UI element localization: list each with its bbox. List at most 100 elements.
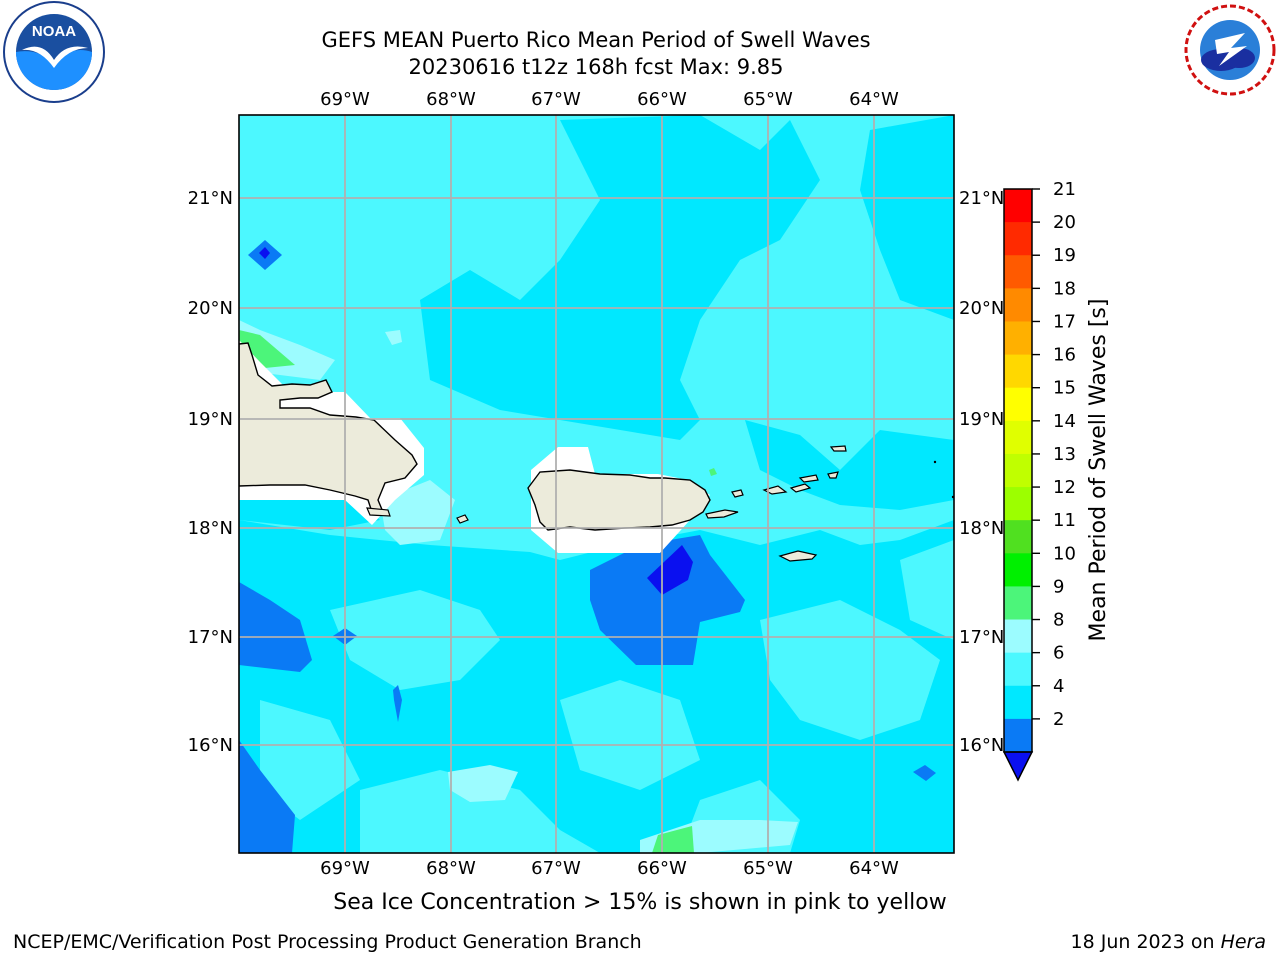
field-9-10-patch3 [709, 468, 717, 476]
colorbar-band [1004, 520, 1032, 554]
colorbar: 21 20 19 18 17 16 15 14 13 12 11 10 9 8 6 4 2 Mean Perio… [1002, 179, 1111, 782]
lon-label-bottom: 69°W [320, 858, 370, 879]
lat-label-right: 19°N [959, 409, 1004, 430]
colorbar-band [1004, 685, 1032, 720]
colorbar-tick-label: 6 [1053, 643, 1064, 664]
colorbar-tick-label: 20 [1053, 212, 1076, 233]
field-6-8-patch2 [560, 680, 700, 790]
footer-host: Hera [1220, 931, 1266, 953]
field-6-8-patch6 [360, 770, 600, 853]
lon-label-bottom: 68°W [426, 858, 476, 879]
colorbar-band [1004, 453, 1032, 488]
colorbar-tick-label: 19 [1053, 245, 1076, 266]
graticule [239, 115, 954, 853]
lon-label-top: 66°W [637, 89, 687, 110]
land-vieques [705, 509, 739, 519]
colorbar-band [1004, 222, 1032, 256]
field-6-8-patch4 [900, 540, 954, 640]
map-field [239, 115, 954, 853]
field-below-2-nw [259, 247, 270, 259]
lon-label-top: 67°W [531, 89, 581, 110]
colorbar-tick-label: 11 [1053, 510, 1076, 531]
lat-label-right: 17°N [959, 627, 1004, 648]
chart-subtitle: 20230616 t12z 168h fcst Max: 9.85 [408, 55, 784, 79]
land-st-john [789, 483, 812, 493]
lat-label-left: 20°N [188, 298, 233, 319]
nws-logo [1184, 4, 1276, 96]
field-below-2 [647, 545, 693, 595]
colorbar-tick-label: 4 [1053, 676, 1064, 697]
land-mona [456, 514, 469, 524]
land-st-croix [778, 550, 818, 562]
colorbar-tick-label: 9 [1053, 576, 1064, 597]
land-tortola [798, 474, 819, 483]
land-anegada [829, 445, 847, 452]
colorbar-tick-label: 21 [1053, 179, 1076, 200]
colorbar-tick-label: 18 [1053, 278, 1076, 299]
lon-label-top: 65°W [743, 89, 793, 110]
footer-date: 18 Jun 2023 on Hera [1071, 931, 1266, 953]
lat-label-right: 20°N [959, 298, 1004, 319]
field-2-4-south-pr [590, 535, 745, 665]
colorbar-tick-label: 15 [1053, 378, 1076, 399]
colorbar-tick-label: 2 [1053, 709, 1064, 730]
field-2-4-sw1 [239, 582, 312, 672]
colorbar-label: Mean Period of Swell Waves [s] [1086, 299, 1111, 642]
lat-label-left: 19°N [188, 409, 233, 430]
footer-date-text: 18 Jun 2023 on [1070, 931, 1221, 953]
colorbar-band [1004, 487, 1032, 521]
colorbar-band [1004, 586, 1032, 621]
land-st-thomas [762, 485, 788, 495]
noaa-text: NOAA [32, 23, 76, 40]
field-2-4-spot2 [393, 685, 402, 722]
lon-label-top: 69°W [320, 89, 370, 110]
lat-label-left: 18°N [188, 518, 233, 539]
lon-label-bottom: 65°W [743, 858, 793, 879]
land-isla-saona [366, 507, 391, 517]
colorbar-band [1004, 387, 1032, 422]
colorbar-band [1004, 288, 1032, 322]
lat-labels-left: 21°N 20°N 19°N 18°N 17°N 16°N [188, 188, 233, 756]
colorbar-band [1004, 420, 1032, 455]
field-6-8-patch5 [260, 700, 360, 820]
lon-label-bottom: 67°W [531, 858, 581, 879]
lon-labels-top: 69°W 68°W 67°W 66°W 65°W 64°W [320, 89, 899, 110]
colorbar-frame [1003, 188, 1033, 753]
ice-note: Sea Ice Concentration > 15% is shown in … [333, 890, 947, 915]
field-6-8-patch1 [330, 590, 500, 690]
lat-label-left: 16°N [188, 735, 233, 756]
lon-label-bottom: 66°W [637, 858, 687, 879]
field-4-6-ne [860, 115, 954, 320]
lat-label-right: 16°N [959, 735, 1004, 756]
lat-label-right: 18°N [959, 518, 1004, 539]
lat-label-left: 21°N [188, 188, 233, 209]
field-2-4-spot3 [913, 765, 936, 781]
land-culebra [731, 489, 744, 498]
chart-title: GEFS MEAN Puerto Rico Mean Period of Swe… [321, 28, 871, 52]
colorbar-tick-label: 12 [1053, 477, 1076, 498]
field-4-6-central [420, 115, 820, 440]
lat-label-left: 17°N [188, 627, 233, 648]
field-8-9-patch5 [385, 330, 402, 345]
colorbar-band [1004, 255, 1032, 289]
map-frame [238, 114, 955, 854]
field-6-8-patch3 [760, 600, 940, 740]
lon-label-top: 68°W [426, 89, 476, 110]
colorbar-tick-label: 17 [1053, 311, 1076, 332]
lon-labels-bottom: 69°W 68°W 67°W 66°W 65°W 64°W [320, 858, 899, 879]
colorbar-tick-label: 13 [1053, 444, 1076, 465]
land-speck1 [933, 460, 937, 464]
colorbar-band [1004, 354, 1032, 389]
colorbar-band [1004, 189, 1032, 223]
colorbar-under-arrow [1002, 751, 1034, 782]
lat-labels-right: 21°N 20°N 19°N 18°N 17°N 16°N [959, 188, 1004, 756]
colorbar-band [1004, 321, 1032, 356]
field-8-9-patch1 [448, 765, 518, 802]
lon-label-bottom: 64°W [849, 858, 899, 879]
land-virgin-gorda [827, 471, 839, 479]
colorbar-band [1004, 619, 1032, 654]
lon-label-top: 64°W [849, 89, 899, 110]
colorbar-tick-label: 14 [1053, 411, 1076, 432]
lat-label-right: 21°N [959, 188, 1004, 209]
